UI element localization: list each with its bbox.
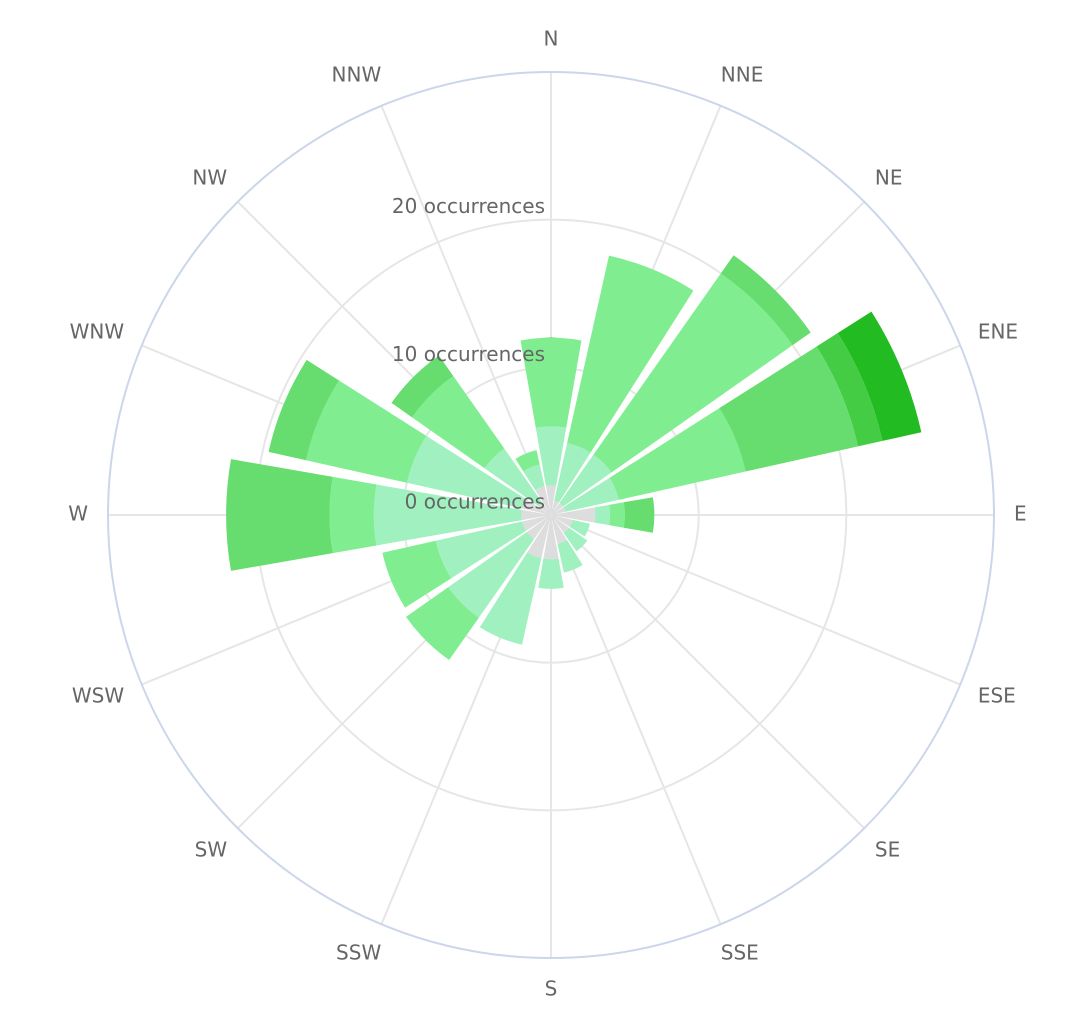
bar-segment bbox=[837, 311, 922, 441]
bar-segment bbox=[623, 497, 655, 533]
bar-segment bbox=[406, 435, 527, 509]
direction-label: NNE bbox=[721, 63, 764, 87]
direction-label: S bbox=[545, 977, 558, 1001]
spoke bbox=[380, 105, 552, 516]
bar-segment bbox=[816, 333, 883, 447]
bar-segment bbox=[567, 255, 694, 453]
bar-segment bbox=[535, 486, 551, 515]
bar-segment bbox=[545, 485, 557, 515]
bar-segment bbox=[329, 476, 377, 554]
direction-label: SSE bbox=[721, 940, 759, 964]
bar-segment bbox=[551, 500, 559, 515]
bar-segment bbox=[563, 477, 619, 512]
bar-segment bbox=[538, 558, 564, 589]
bar-segment bbox=[538, 502, 551, 515]
bar-segment bbox=[226, 459, 333, 571]
direction-label: NW bbox=[192, 166, 227, 190]
bar-segment bbox=[594, 504, 611, 526]
bar-segment bbox=[609, 408, 746, 500]
y-tick-label: 10 occurrences bbox=[392, 342, 545, 366]
direction-label: SSW bbox=[336, 940, 381, 964]
bar-segment bbox=[412, 376, 505, 469]
direction-label: NE bbox=[875, 166, 903, 190]
bar-segment bbox=[557, 539, 583, 573]
bar-segment bbox=[520, 337, 582, 428]
bar-segment bbox=[306, 380, 427, 483]
bar-segment bbox=[522, 515, 551, 531]
bar-segment bbox=[435, 521, 527, 579]
direction-label: W bbox=[68, 502, 88, 526]
bar-segment bbox=[551, 515, 567, 544]
bar-segment bbox=[448, 531, 535, 618]
bar-segment bbox=[406, 587, 479, 660]
direction-label: E bbox=[1014, 502, 1027, 526]
bar-segment bbox=[527, 515, 551, 559]
bar-segment bbox=[720, 255, 811, 346]
spoke bbox=[550, 514, 865, 829]
bar-segment bbox=[526, 515, 551, 540]
bar-segment bbox=[554, 442, 591, 503]
y-tick-label: 20 occurrences bbox=[392, 194, 545, 218]
bar-segment bbox=[523, 464, 545, 491]
direction-label: WSW bbox=[72, 683, 124, 707]
direction-label: ESE bbox=[978, 683, 1016, 707]
direction-label: N bbox=[544, 27, 559, 51]
bar-segment bbox=[551, 515, 573, 527]
bar-segment bbox=[515, 450, 540, 472]
bar-segment bbox=[593, 273, 793, 473]
direction-label: SE bbox=[875, 837, 900, 861]
bar-segment bbox=[535, 426, 567, 486]
bar-segment bbox=[268, 359, 340, 461]
bar-segment bbox=[551, 515, 570, 534]
spoke bbox=[550, 514, 722, 925]
bar-segment bbox=[521, 509, 551, 521]
y-tick-label: 0 occurrences bbox=[405, 490, 545, 514]
bar-segment bbox=[484, 448, 543, 507]
direction-label: WNW bbox=[70, 320, 125, 344]
bar-segment bbox=[551, 502, 564, 515]
bar-segment bbox=[559, 454, 612, 507]
bar-segment bbox=[382, 540, 452, 608]
bar-segment bbox=[719, 346, 858, 472]
spoke bbox=[550, 514, 961, 686]
direction-label: NNW bbox=[332, 63, 382, 87]
bar-segment bbox=[569, 519, 590, 537]
bar-segment bbox=[391, 355, 454, 418]
direction-label: ENE bbox=[978, 320, 1018, 344]
axis-circle bbox=[107, 71, 995, 959]
bar-segment bbox=[609, 502, 625, 528]
bar-segment bbox=[563, 527, 588, 552]
bar-segment bbox=[479, 552, 542, 645]
bar-segment bbox=[543, 515, 559, 560]
direction-label: SW bbox=[195, 837, 228, 861]
bar-segment bbox=[551, 507, 596, 523]
bar-segment bbox=[522, 499, 551, 515]
bar-segment bbox=[373, 484, 522, 546]
bar-segment bbox=[551, 507, 566, 515]
